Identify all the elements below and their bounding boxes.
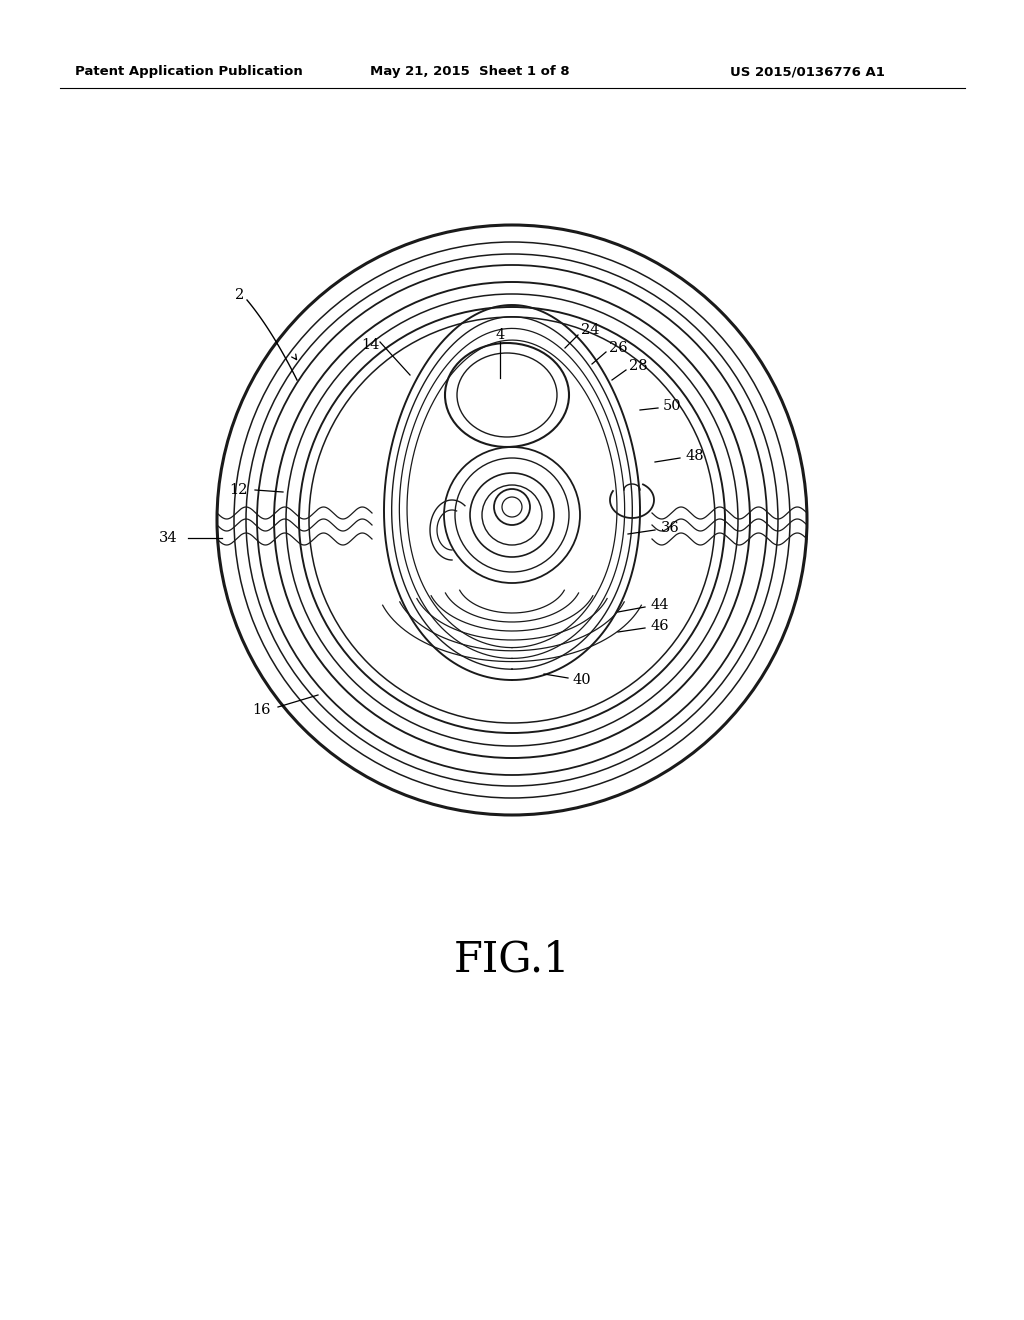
Text: 40: 40 [572,673,591,686]
Text: 14: 14 [360,338,379,352]
Text: 24: 24 [581,323,599,337]
Text: 46: 46 [650,619,670,634]
Text: May 21, 2015  Sheet 1 of 8: May 21, 2015 Sheet 1 of 8 [370,66,569,78]
Text: Patent Application Publication: Patent Application Publication [75,66,303,78]
Text: 12: 12 [228,483,247,498]
Text: 16: 16 [253,704,271,717]
Text: 48: 48 [686,449,705,463]
Text: FIG.1: FIG.1 [454,939,570,981]
Text: 2: 2 [236,288,245,302]
Text: 26: 26 [608,341,628,355]
Text: 44: 44 [650,598,670,612]
Text: 34: 34 [159,531,177,545]
Text: US 2015/0136776 A1: US 2015/0136776 A1 [730,66,885,78]
Text: 50: 50 [663,399,681,413]
Text: 28: 28 [629,359,647,374]
Text: 4: 4 [496,327,505,342]
Text: 36: 36 [660,521,679,535]
